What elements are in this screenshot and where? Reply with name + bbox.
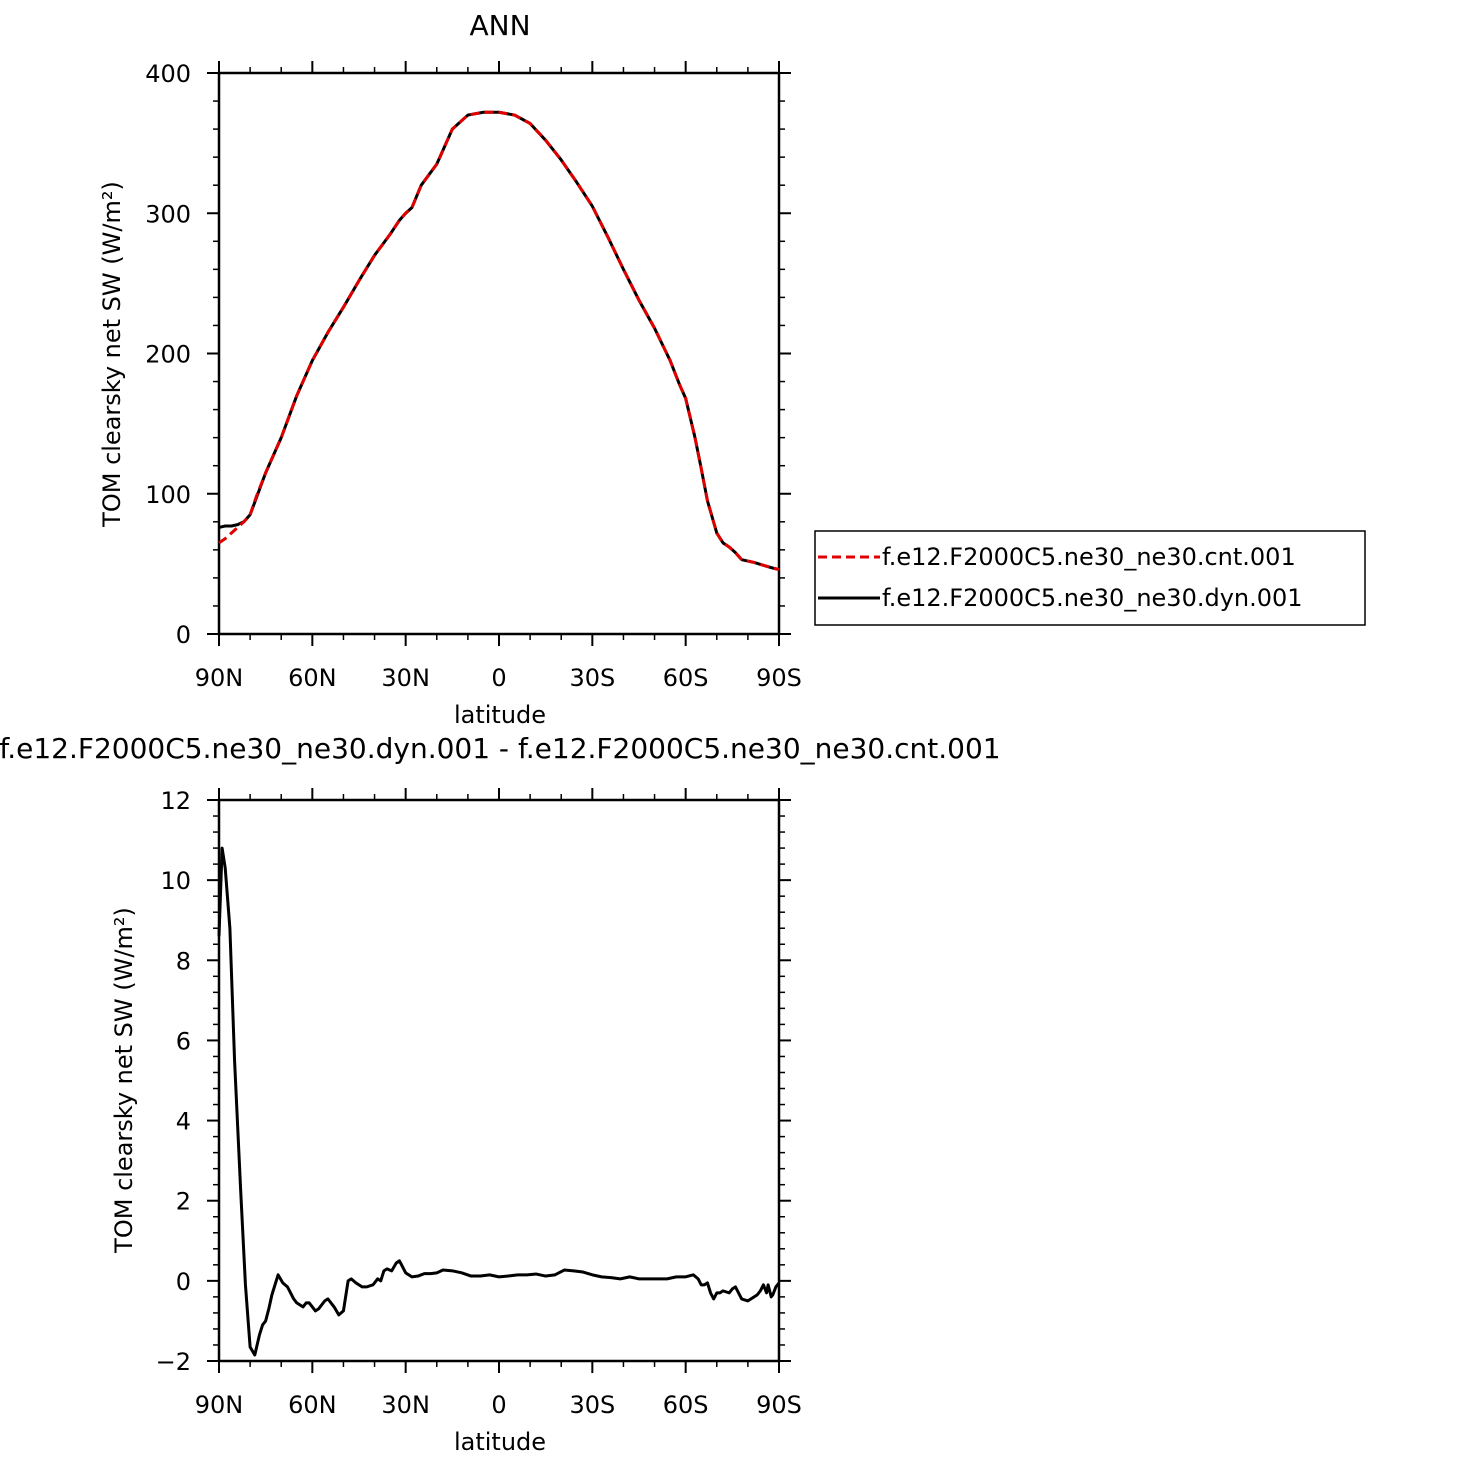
chart-title: ANN [469, 9, 530, 42]
y-tick-labels: −2 0 2 4 6 8 10 12 [156, 787, 191, 1376]
y-tick-label: 200 [145, 341, 191, 369]
x-tick-label: 30S [569, 664, 615, 692]
legend-box [814, 530, 1366, 626]
x-tick-label: 60S [663, 664, 709, 692]
x-tick-label: 90S [756, 664, 802, 692]
y-tick-label: 300 [145, 200, 191, 228]
y-tick-label: 2 [176, 1188, 191, 1216]
x-axis-label: latitude [454, 1428, 546, 1456]
series-line-dyn [218, 110, 780, 571]
plot-border [217, 71, 781, 636]
series-lines [217, 846, 781, 1357]
y-tick-label: 0 [176, 1268, 191, 1296]
y-tick-labels: 0 100 200 300 400 [145, 60, 191, 649]
y-tick-label: 10 [160, 867, 191, 895]
x-tick-label: 90N [195, 664, 244, 692]
x-tick-label: 90N [195, 1391, 244, 1419]
y-tick-label: 12 [160, 787, 191, 815]
y-tick-label: 6 [176, 1027, 191, 1055]
top-panel: ANN 90N 60N 30N 0 30S 60S 90S 0 100 200 300 400 la… [98, 9, 1366, 729]
x-tick-label: 60S [663, 1391, 709, 1419]
x-tick-label: 0 [491, 664, 506, 692]
difference-title: f.e12.F2000C5.ne30_ne30.dyn.001 - f.e12.… [0, 732, 1001, 765]
x-tick-label: 60N [288, 1391, 337, 1419]
x-tick-labels: 90N 60N 30N 0 30S 60S 90S [195, 1391, 802, 1419]
y-tick-label: 0 [176, 621, 191, 649]
x-tick-label: 0 [491, 1391, 506, 1419]
y-tick-label: 4 [176, 1108, 191, 1136]
bottom-panel: f.e12.F2000C5.ne30_ne30.dyn.001 - f.e12.… [0, 732, 1001, 1456]
y-tick-label: 100 [145, 481, 191, 509]
y-axis-label: TOM clearsky net SW (W/m²) [98, 181, 126, 528]
legend-label-cnt: f.e12.F2000C5.ne30_ne30.cnt.001 [882, 543, 1296, 571]
tick-marks [207, 788, 791, 1373]
y-axis-label: TOM clearsky net SW (W/m²) [110, 907, 138, 1254]
tick-marks [207, 61, 791, 646]
legend: f.e12.F2000C5.ne30_ne30.cnt.001 f.e12.F2… [814, 530, 1366, 626]
series-lines [218, 110, 780, 571]
y-tick-label: −2 [156, 1348, 191, 1376]
x-tick-label: 90S [756, 1391, 802, 1419]
x-tick-label: 30N [381, 1391, 430, 1419]
x-tick-labels: 90N 60N 30N 0 30S 60S 90S [195, 664, 802, 692]
series-line-difference [217, 846, 781, 1357]
x-axis-label: latitude [454, 701, 546, 729]
x-tick-label: 30S [569, 1391, 615, 1419]
y-tick-label: 8 [176, 947, 191, 975]
legend-label-dyn: f.e12.F2000C5.ne30_ne30.dyn.001 [882, 584, 1303, 612]
series-line-cnt [218, 110, 780, 571]
plot-frame [217, 71, 781, 636]
x-tick-label: 30N [381, 664, 430, 692]
x-tick-label: 60N [288, 664, 337, 692]
y-tick-label: 400 [145, 60, 191, 88]
